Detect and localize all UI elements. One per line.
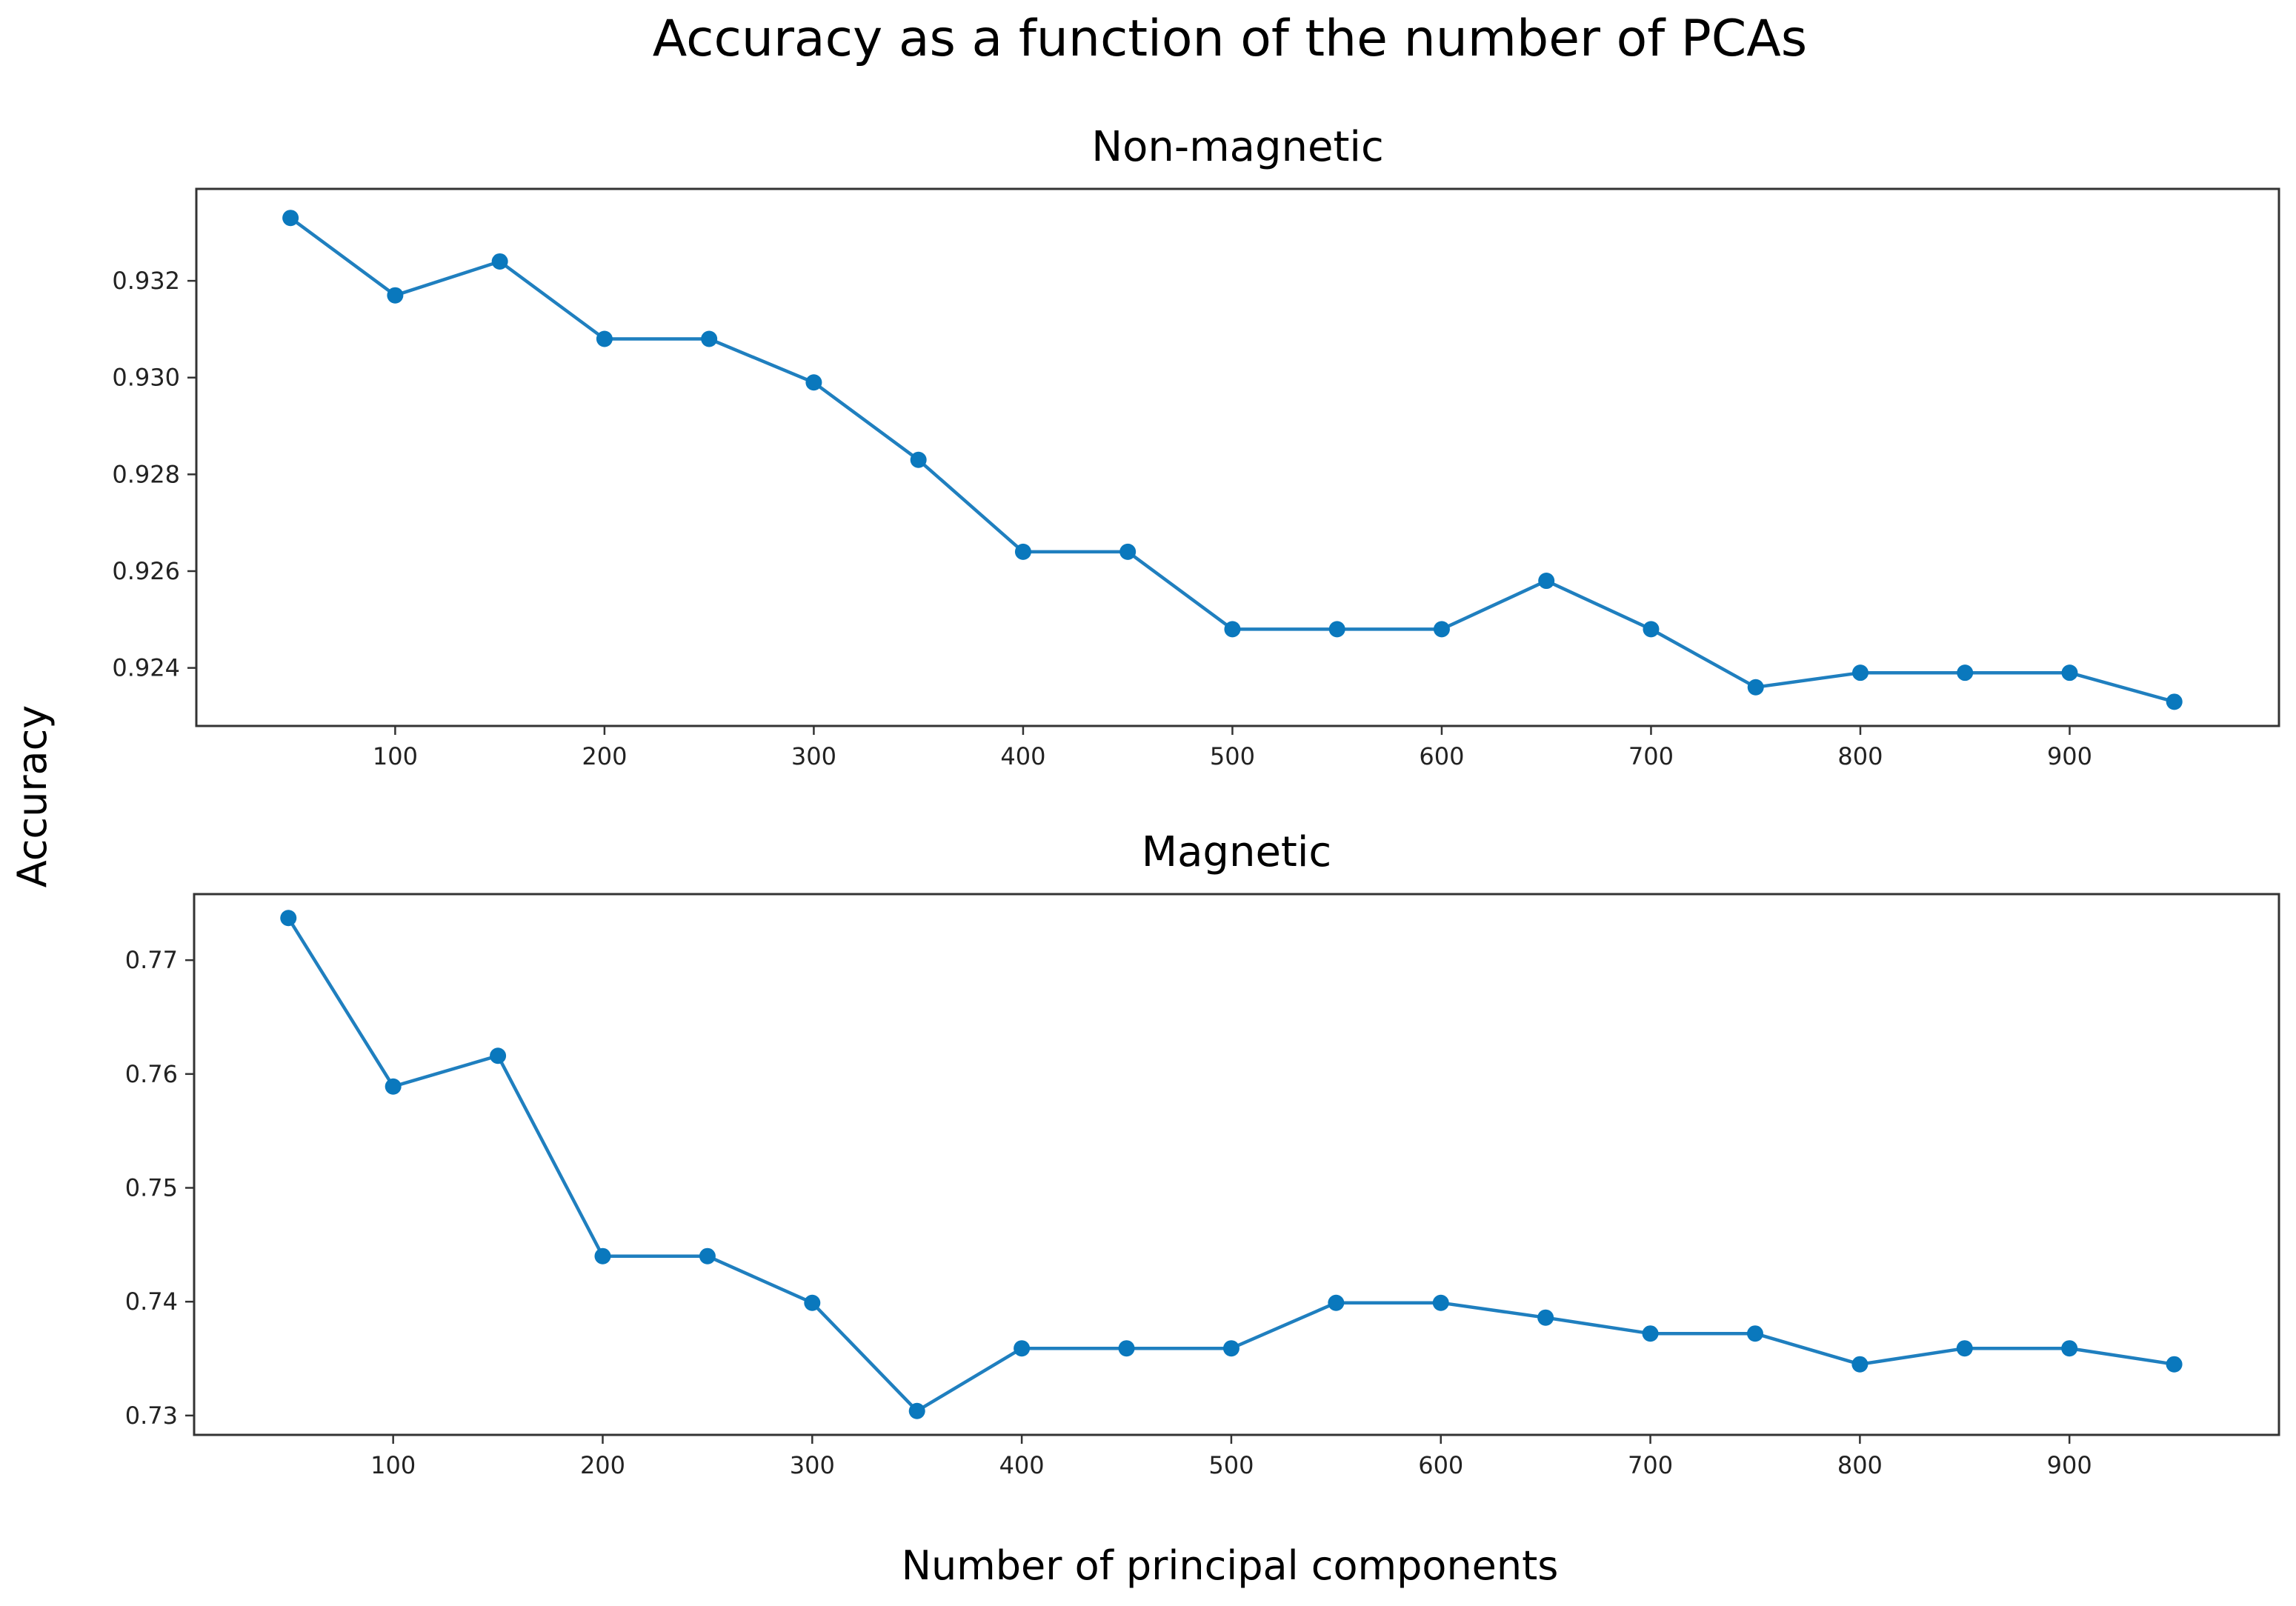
data-point [2166,1356,2183,1373]
x-tick-label: 500 [1208,1451,1254,1479]
data-point [1642,1325,1659,1342]
plot-frame [193,893,2280,1436]
data-point [1014,1340,1031,1357]
data-point [491,253,508,270]
panel-magnetic: Magnetic 100 200 300 400 500 600 700 800 900 0.73 0… [125,828,2280,1479]
data-point [1328,1294,1345,1311]
x-tick-label: 600 [1418,1451,1463,1479]
series-line [287,917,2174,1413]
x-axis-label: Number of principal components [902,1542,1559,1589]
data-point [1222,1340,1239,1357]
panel-title: Non-magnetic [1091,123,1384,171]
panel-non-magnetic: Non-magnetic 100 200 300 400 500 600 700 800 900 0… [112,123,2280,770]
data-point [1014,543,1031,560]
data-point [2166,693,2183,710]
data-point [1537,1309,1554,1326]
x-tick-label: 800 [1837,1451,1883,1479]
data-point [1224,621,1241,638]
figure-title: Accuracy as a function of the number of … [653,10,1807,68]
x-tick-label: 500 [1210,742,1255,770]
y-tick-label: 0.930 [112,364,180,392]
data-point [1851,1356,1869,1373]
data-point [1118,1340,1135,1357]
x-tick-label: 400 [999,1451,1045,1479]
data-point [387,287,404,304]
x-tick-label: 200 [580,1451,625,1479]
panel-title: Magnetic [1142,828,1331,876]
y-tick-label: 0.75 [125,1174,178,1202]
y-tick-label: 0.926 [112,557,180,585]
data-point [2061,1340,2078,1357]
x-tick-label: 700 [1628,742,1674,770]
y-tick-label: 0.928 [112,460,180,488]
x-tick-label: 400 [1000,742,1045,770]
data-point [490,1047,507,1064]
x-tick-label: 100 [373,742,418,770]
x-tick-label: 800 [1837,742,1883,770]
data-point [1747,679,1764,696]
data-point [908,1402,925,1419]
y-tick-label: 0.73 [125,1402,178,1430]
data-point [596,330,613,347]
data-point [1957,664,1974,682]
data-point [910,451,927,468]
data-point [1433,621,1450,638]
data-point [804,1294,821,1311]
x-tick-label: 600 [1419,742,1464,770]
x-tick-label: 700 [1628,1451,1673,1479]
data-point [1538,573,1555,590]
data-point [1328,621,1345,638]
data-point [699,1247,716,1265]
data-point [1119,543,1137,560]
plot-frame [195,187,2280,727]
y-tick-label: 0.924 [112,654,180,682]
data-point [282,210,299,227]
y-tick-label: 0.932 [112,267,180,295]
data-point [701,330,718,347]
x-tick-label: 200 [582,742,627,770]
x-tick-label: 300 [791,742,836,770]
y-tick-label: 0.77 [125,946,178,974]
y-axis-label: Accuracy [9,705,56,888]
x-tick-label: 900 [2047,1451,2092,1479]
data-point [1432,1294,1449,1311]
x-tick-label: 900 [2047,742,2092,770]
data-point [385,1078,402,1095]
data-point [594,1247,611,1265]
data-point [280,910,297,927]
y-tick-label: 0.76 [125,1060,178,1088]
data-point [805,374,822,391]
data-point [1956,1340,1973,1357]
data-point [2061,664,2078,682]
data-point [1851,664,1869,682]
data-point [1746,1325,1763,1342]
x-tick-label: 100 [370,1451,416,1479]
y-tick-label: 0.74 [125,1287,178,1316]
data-point [1643,621,1660,638]
x-tick-label: 300 [790,1451,835,1479]
